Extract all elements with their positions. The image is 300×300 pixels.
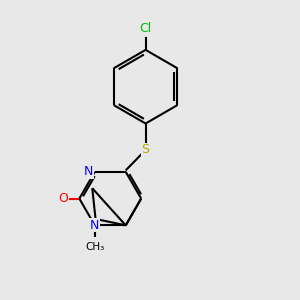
Text: S: S: [142, 143, 150, 157]
Text: N: N: [84, 165, 93, 178]
Text: N: N: [90, 219, 100, 232]
Text: CH₃: CH₃: [85, 242, 104, 252]
Text: Cl: Cl: [140, 22, 152, 35]
Text: O: O: [58, 192, 68, 205]
